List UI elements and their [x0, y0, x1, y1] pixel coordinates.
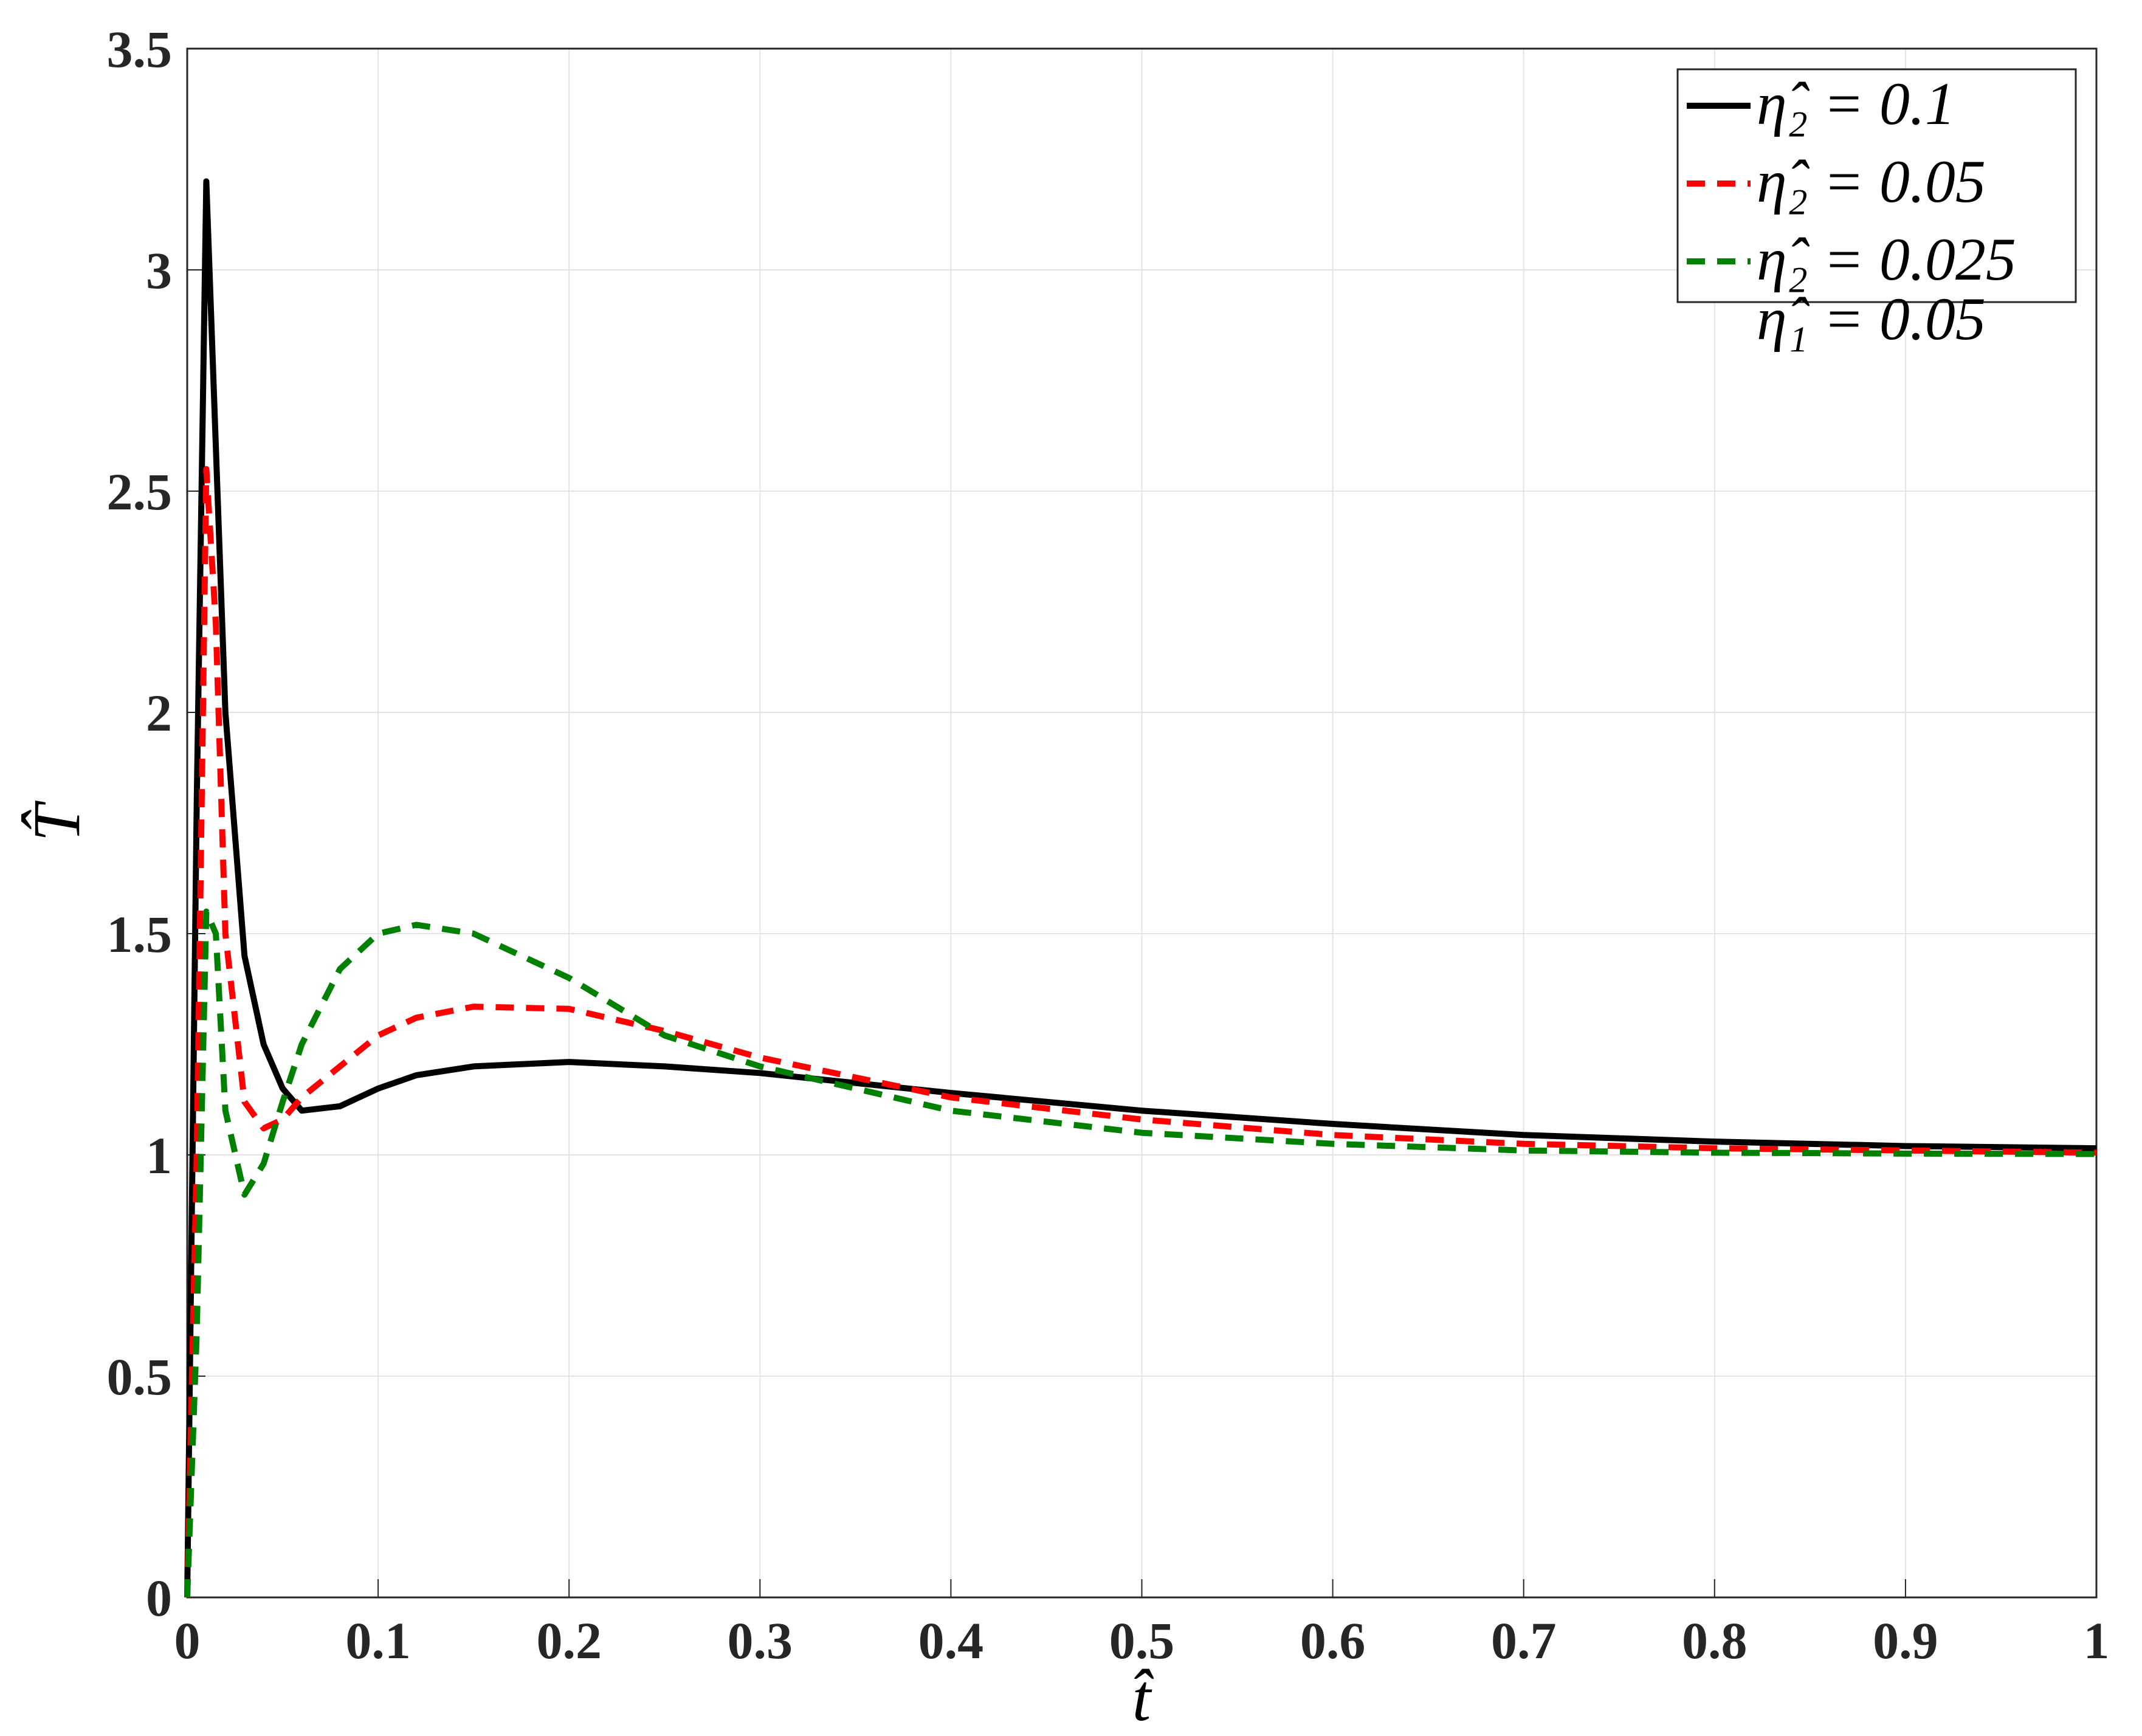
- y-tick-label: 2.5: [107, 463, 173, 521]
- y-tick-label: 0: [146, 1569, 172, 1627]
- x-tick-label: 0.3: [728, 1611, 793, 1670]
- x-tick-label: 0.8: [1682, 1611, 1748, 1670]
- y-axis-label: T̂: [19, 801, 94, 842]
- x-tick-label: 0.4: [918, 1611, 984, 1670]
- y-tick-label: 0.5: [107, 1348, 173, 1406]
- x-tick-label: 0.5: [1109, 1611, 1175, 1670]
- x-tick-label: 0.1: [345, 1611, 411, 1670]
- x-tick-label: 0.7: [1491, 1611, 1557, 1670]
- axes-box: [186, 47, 2098, 1599]
- y-tick-label: 3: [146, 241, 172, 300]
- line: [184, 466, 2097, 1598]
- legend-label: η̂₂ = 0.025: [1757, 226, 2016, 293]
- x-tick-label: 0.2: [536, 1611, 602, 1670]
- x-tick-label: 0.9: [1873, 1611, 1938, 1670]
- y-tick-label: 2: [146, 684, 172, 742]
- x-axis-label: t̂: [1132, 1661, 1154, 1735]
- line: [184, 178, 2097, 1598]
- x-tick-label: 0.6: [1300, 1611, 1366, 1670]
- x-tick-label: 1: [2084, 1611, 2110, 1670]
- legend-label: η̂₂ = 0.05: [1757, 148, 1986, 215]
- y-tick-label: 1.5: [107, 905, 173, 963]
- y-tick-label: 3.5: [107, 20, 173, 78]
- x-tick-label: 0: [174, 1611, 201, 1670]
- annotation: η̂₁ = 0.05: [1757, 285, 1986, 353]
- legend-label: η̂₂ = 0.1: [1757, 70, 1955, 137]
- line: [184, 908, 2097, 1598]
- y-tick-label: 1: [146, 1126, 172, 1185]
